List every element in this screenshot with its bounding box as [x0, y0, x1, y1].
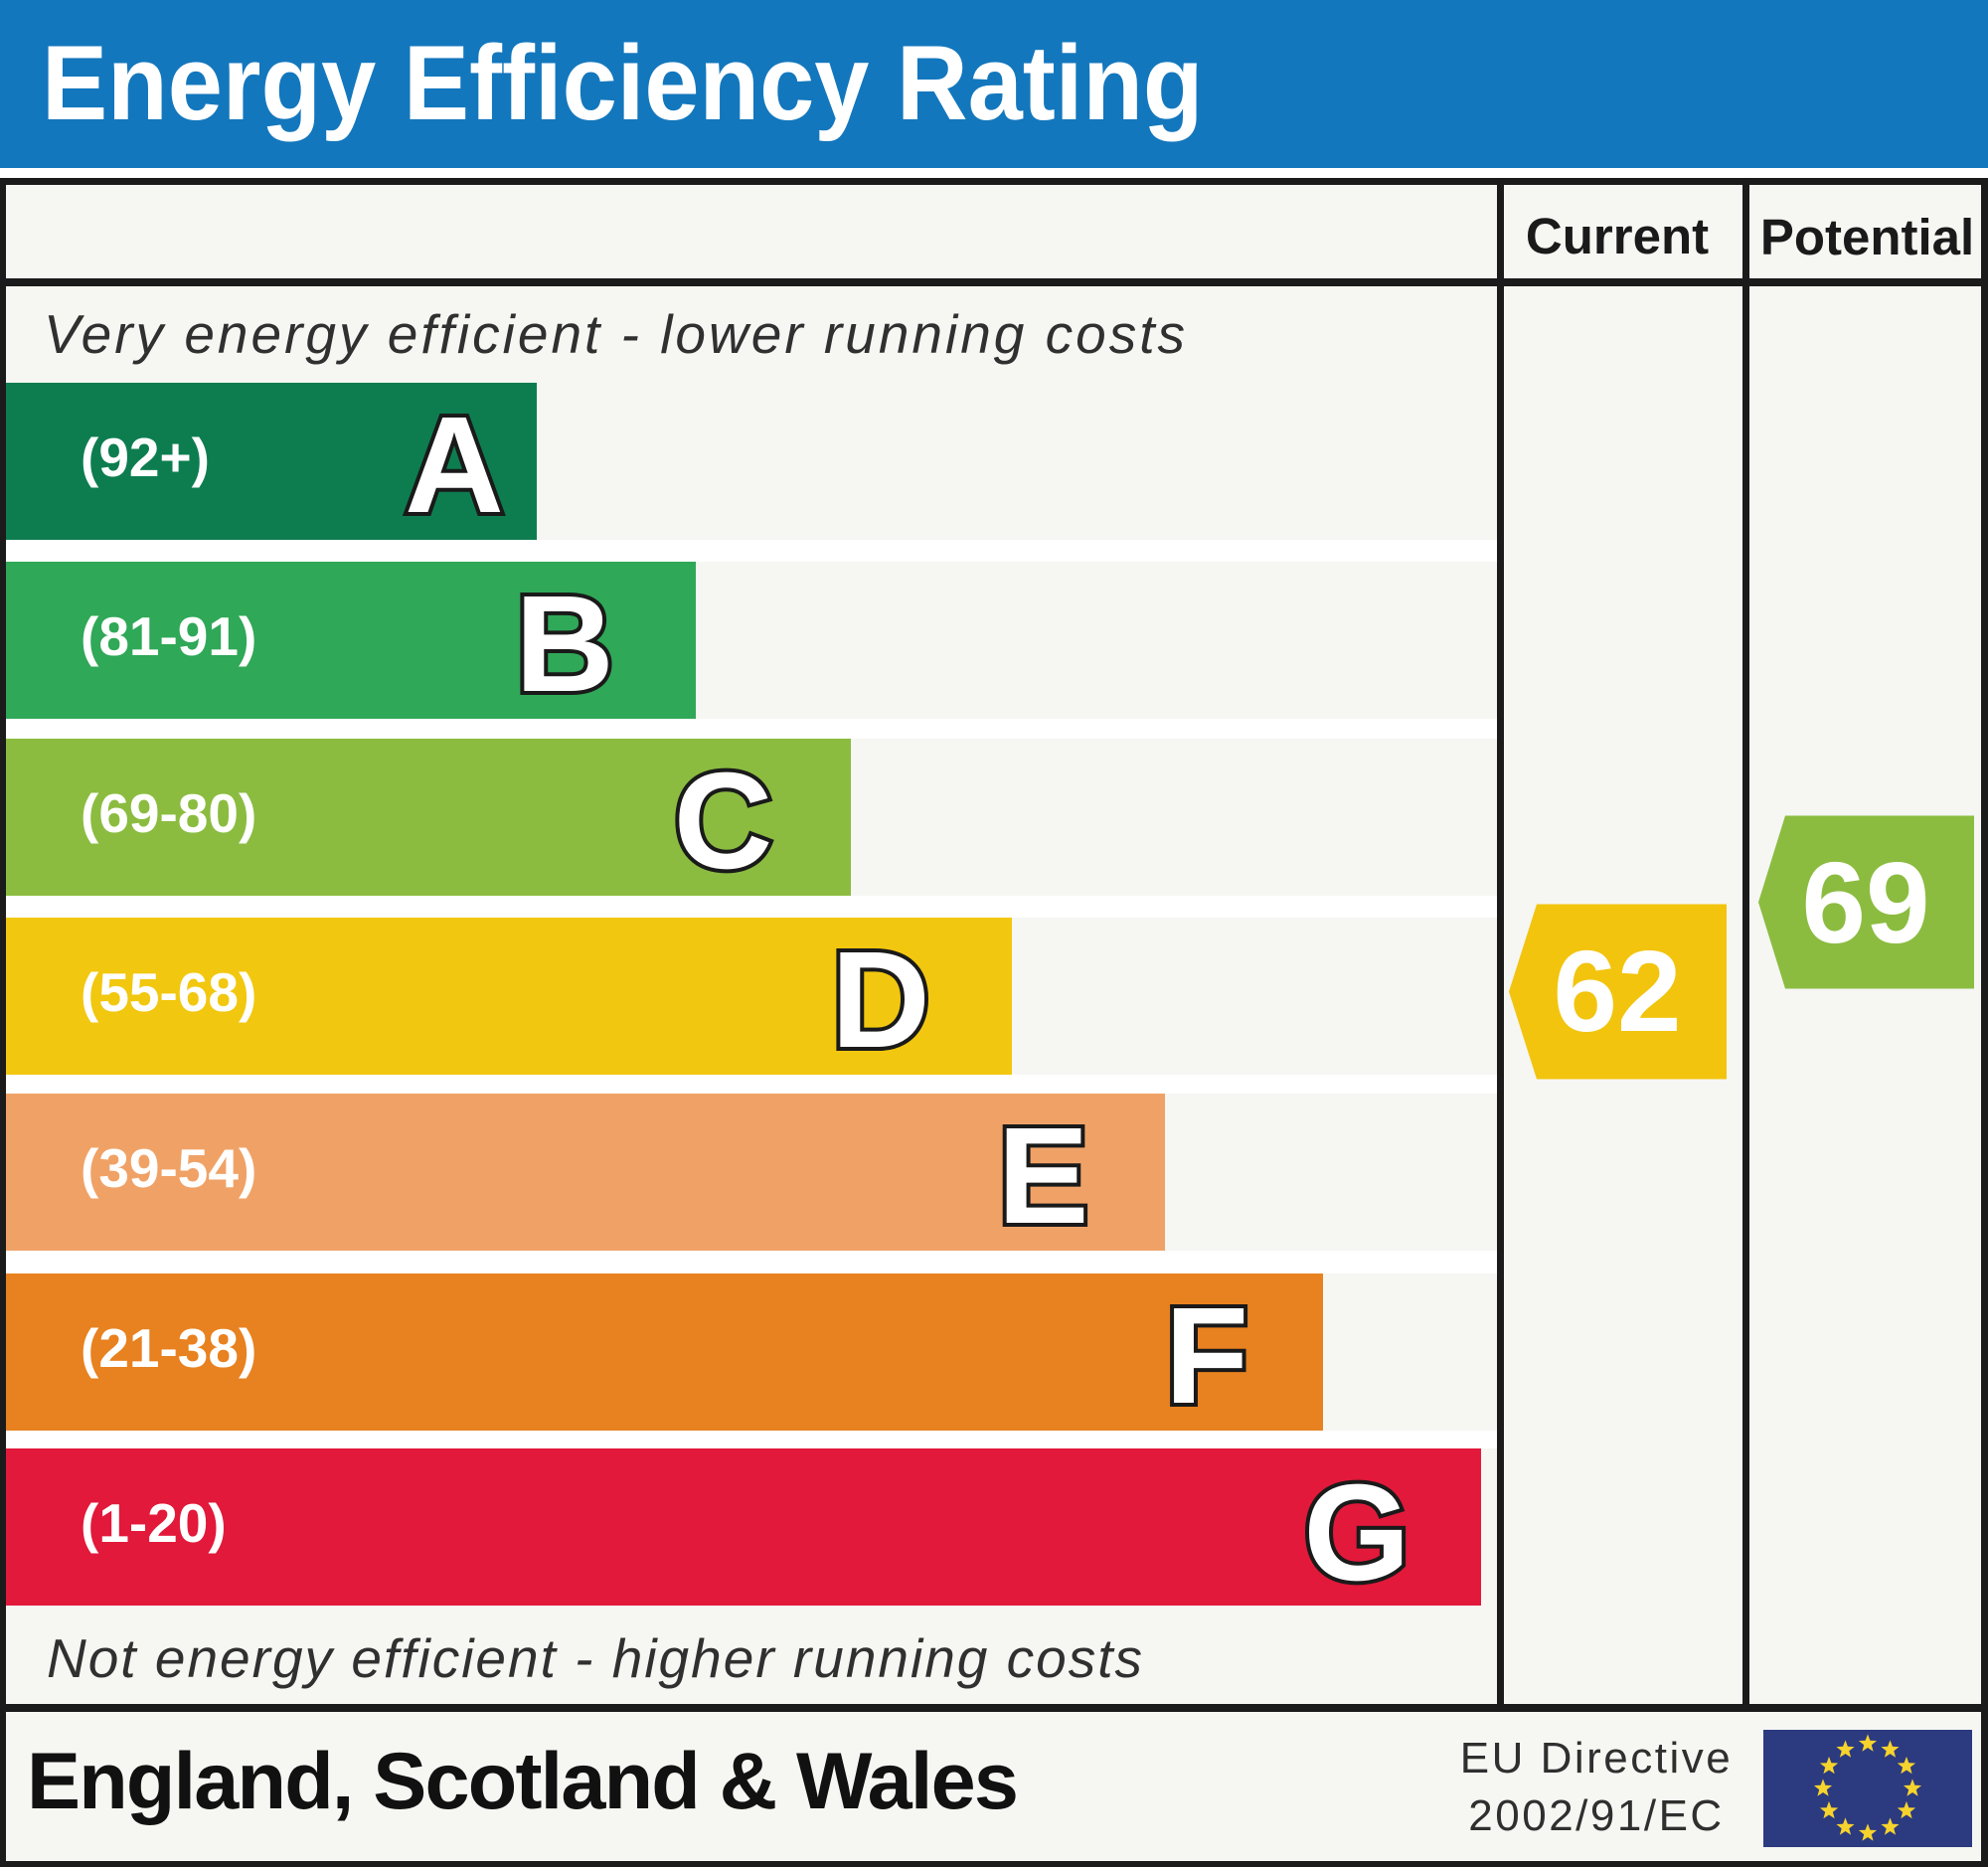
- svg-text:B: B: [515, 568, 614, 721]
- svg-text:A: A: [405, 389, 504, 542]
- svg-text:F: F: [1165, 1279, 1248, 1433]
- svg-text:69: 69: [1801, 838, 1929, 967]
- svg-text:E: E: [997, 1100, 1088, 1253]
- svg-text:C: C: [674, 745, 773, 898]
- svg-text:D: D: [831, 924, 930, 1077]
- svg-text:G: G: [1303, 1456, 1409, 1610]
- svg-text:62: 62: [1553, 927, 1681, 1056]
